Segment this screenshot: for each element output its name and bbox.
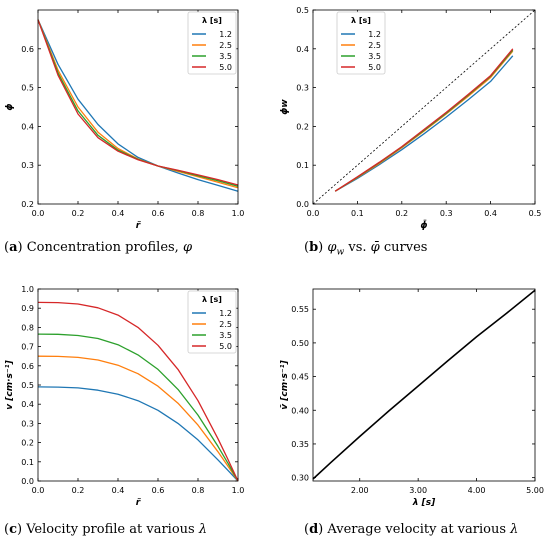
axes-frame — [312, 288, 536, 482]
legend-entry: 3.5 — [219, 52, 232, 61]
y-tick-label: 0.40 — [291, 406, 309, 415]
legend-entry: 3.5 — [219, 331, 232, 340]
y-tick-label: 0.2 — [21, 439, 34, 448]
legend-box — [187, 11, 237, 75]
y-tick-label: 0.4 — [21, 400, 34, 409]
y-tick-label: 0.5 — [296, 6, 309, 15]
series-line-5.0 — [334, 48, 514, 192]
x-tick-label: 1.0 — [232, 209, 245, 218]
y-tick-label: 0.1 — [21, 458, 34, 467]
y-tick-label: 0.55 — [291, 305, 309, 314]
series-line-1.2 — [334, 55, 514, 192]
x-tick-label: 1.0 — [232, 486, 245, 495]
axes-frame — [37, 9, 239, 205]
y-tick-label: 0.6 — [21, 362, 34, 371]
x-tick-label: 0.4 — [484, 209, 497, 218]
caption-c: (c) Velocity profile at various λ — [4, 522, 208, 537]
x-tick-label: 4.00 — [468, 486, 486, 495]
series-line-5.0 — [37, 301, 239, 482]
y-tick-label: 0.5 — [21, 381, 34, 390]
legend-entry: 5.0 — [219, 63, 232, 72]
x-tick-label: 0.0 — [32, 209, 45, 218]
legend-entry: 5.0 — [368, 63, 381, 72]
series-line-2.5 — [37, 355, 239, 482]
x-axis-label: ϕ̄ — [420, 219, 427, 231]
legend-entry: 1.2 — [368, 30, 381, 39]
legend-entry: 2.5 — [368, 41, 381, 50]
series-line-1.2 — [37, 386, 239, 482]
y-tick-label: 1.0 — [21, 285, 34, 294]
y-tick-label: 0.2 — [21, 200, 34, 209]
y-tick-label: 0.35 — [291, 440, 309, 449]
legend-entry: 1.2 — [219, 309, 232, 318]
x-axis-label: λ [s] — [412, 498, 436, 508]
y-tick-label: 0.2 — [296, 122, 309, 131]
y-tick-label: 0.3 — [21, 419, 34, 428]
x-tick-label: 2.00 — [351, 486, 369, 495]
panel-a-concentration-profiles: 0.0 0.2 0.4 0.6 0.8 1.00.20.30.40.50.6r̃ϕλ [s… — [5, 9, 245, 231]
x-axis-label: r̃ — [136, 220, 141, 231]
legend-title: λ [s] — [202, 16, 222, 25]
legend-entry: 5.0 — [219, 342, 232, 351]
y-tick-label: 0.7 — [21, 343, 34, 352]
legend-box — [336, 11, 386, 75]
legend-entry: 3.5 — [368, 52, 381, 61]
y-axis-label: v [cm·s⁻¹] — [5, 359, 15, 409]
y-tick-label: 0.30 — [291, 474, 309, 483]
y-tick-label: 0.50 — [291, 339, 309, 348]
x-axis-label: r̃ — [136, 497, 141, 508]
y-tick-label: 0.3 — [21, 161, 34, 170]
legend-title: λ [s] — [351, 16, 371, 25]
x-tick-label: 0.2 — [72, 486, 85, 495]
x-tick-label: 0.6 — [152, 486, 165, 495]
legend-title: λ [s] — [202, 295, 222, 304]
x-tick-label: 0.8 — [192, 209, 205, 218]
axes-frame — [37, 288, 239, 482]
panel-d-average-velocity: 2.00 3.00 4.00 5.00 0.30 0.35 0.40 0.45 0.50 0.55… — [280, 288, 544, 508]
x-tick-label: 0.3 — [440, 209, 453, 218]
x-tick-label: 0.1 — [351, 209, 364, 218]
legend-entry: 2.5 — [219, 41, 232, 50]
y-tick-label: 0.5 — [21, 84, 34, 93]
y-tick-label: 0.4 — [296, 45, 309, 54]
series-line-average — [312, 289, 536, 480]
x-tick-label: 0.4 — [112, 486, 125, 495]
x-tick-label: 0.4 — [112, 209, 125, 218]
legend-entry: 2.5 — [219, 320, 232, 329]
y-tick-label: 0.1 — [296, 161, 309, 170]
x-tick-label: 0.2 — [395, 209, 408, 218]
caption-b: (b) φw vs. φ̄ curves — [304, 240, 428, 258]
y-tick-label: 0.6 — [21, 45, 34, 54]
x-tick-label: 3.00 — [409, 486, 427, 495]
y-axis-label: ϕw — [280, 99, 290, 115]
x-tick-label: 0.2 — [72, 209, 85, 218]
legend-box — [187, 290, 237, 354]
x-tick-label: 0.0 — [307, 209, 320, 218]
axes-frame — [312, 9, 536, 205]
y-tick-label: 0.8 — [21, 323, 34, 332]
series-line-3.5 — [37, 333, 239, 482]
y-tick-label: 0.0 — [21, 477, 34, 486]
y-tick-label: 0.3 — [296, 84, 309, 93]
y-axis-label: ϕ — [5, 103, 15, 110]
x-tick-label: 0.5 — [529, 209, 542, 218]
legend-entry: 1.2 — [219, 30, 232, 39]
y-axis-label: v̄ [cm·s⁻¹] — [280, 359, 290, 409]
x-tick-label: 5.00 — [526, 486, 544, 495]
panel-c-velocity-profile: 0.0 0.2 0.4 0.6 0.8 1.0 0.0 0.1 0.2 0.3 0.4 0.5 0.6 0… — [5, 285, 244, 508]
y-tick-label: 0.9 — [21, 304, 34, 313]
y-tick-label: 0.4 — [21, 122, 34, 131]
x-tick-label: 0.6 — [152, 209, 165, 218]
panel-b-phi-wall-vs-phi-mean: 0.0 0.1 0.2 0.3 0.4 0.5 0.0 0.1 0.2 0.3 0.4 0.5 ϕ̄ ϕw… — [280, 6, 541, 231]
y-tick-label: 0.45 — [291, 373, 309, 382]
x-tick-label: 0.0 — [32, 486, 45, 495]
caption-a: (a) Concentration profiles, φ — [4, 240, 193, 255]
series-line-1.2 — [37, 19, 239, 192]
caption-d: (d) Average velocity at various λ — [304, 522, 519, 537]
reference-diagonal — [312, 9, 536, 205]
series-line-5.0 — [37, 19, 239, 186]
y-tick-label: 0.0 — [296, 200, 309, 209]
x-tick-label: 0.8 — [192, 486, 205, 495]
